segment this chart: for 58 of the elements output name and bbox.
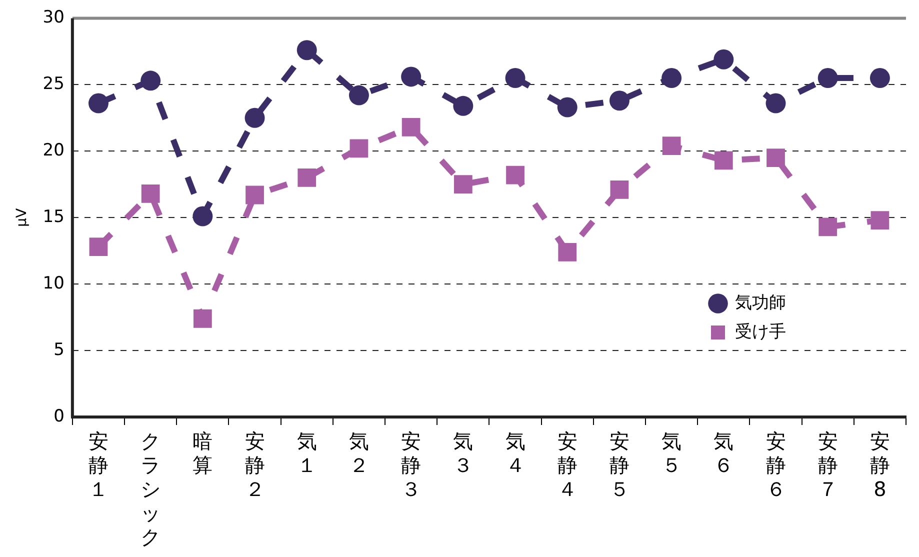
- y-tick-label: 5: [54, 340, 64, 360]
- point: [506, 166, 524, 184]
- point: [558, 242, 577, 262]
- point: [818, 68, 838, 88]
- point: [298, 168, 316, 187]
- point: [244, 108, 265, 128]
- legend-label: 受け手: [735, 322, 786, 342]
- point: [402, 118, 420, 136]
- x-tick-label: 安静６: [766, 429, 786, 502]
- point: [505, 68, 526, 88]
- point: [453, 96, 474, 116]
- x-tick-label: 暗算: [192, 429, 213, 478]
- point: [246, 186, 264, 204]
- y-tick-label: 25: [42, 74, 64, 94]
- point: [141, 184, 160, 203]
- point: [401, 66, 422, 87]
- x-tick-label: 気２: [348, 429, 369, 478]
- x-tick-label: クラシック: [140, 429, 161, 550]
- x-tick-label: 安静４: [557, 429, 578, 502]
- point: [870, 211, 890, 230]
- point: [662, 136, 681, 156]
- point: [557, 97, 578, 118]
- point: [766, 148, 785, 167]
- y-tick-label: 10: [42, 273, 64, 294]
- point: [610, 180, 629, 199]
- point: [454, 175, 472, 194]
- point: [192, 206, 213, 226]
- x-tick-label: 安静２: [244, 429, 265, 502]
- x-tick-label: 安静７: [818, 429, 838, 502]
- point: [662, 68, 682, 88]
- point: [350, 139, 368, 158]
- y-tick-label: 30: [42, 8, 64, 28]
- x-tick-label: 安静8: [870, 429, 890, 502]
- x-tick-label: 安静１: [88, 429, 108, 502]
- point: [193, 309, 212, 328]
- x-tick-label: 気５: [662, 429, 682, 478]
- x-tick-label: 気１: [296, 429, 317, 478]
- point: [88, 93, 108, 114]
- y-axis-title: μV: [14, 208, 30, 227]
- x-tick-label: 安静５: [609, 429, 630, 502]
- x-tick-label: 安静３: [401, 429, 422, 502]
- point: [89, 238, 108, 256]
- x-tick-label: 気６: [714, 429, 734, 478]
- point: [714, 49, 734, 70]
- point: [714, 151, 733, 170]
- y-tick-label: 20: [42, 140, 64, 161]
- x-tick-label: 気４: [505, 429, 526, 478]
- x-tick-label: 気３: [453, 429, 474, 478]
- legend-label: 気功師: [735, 292, 786, 313]
- point: [609, 90, 630, 111]
- point: [140, 70, 161, 91]
- point: [766, 93, 786, 114]
- point: [296, 40, 317, 60]
- y-tick-label: 15: [42, 207, 64, 228]
- point: [348, 85, 369, 106]
- point: [818, 218, 838, 236]
- y-tick-label: 0: [54, 406, 64, 426]
- point: [870, 68, 890, 88]
